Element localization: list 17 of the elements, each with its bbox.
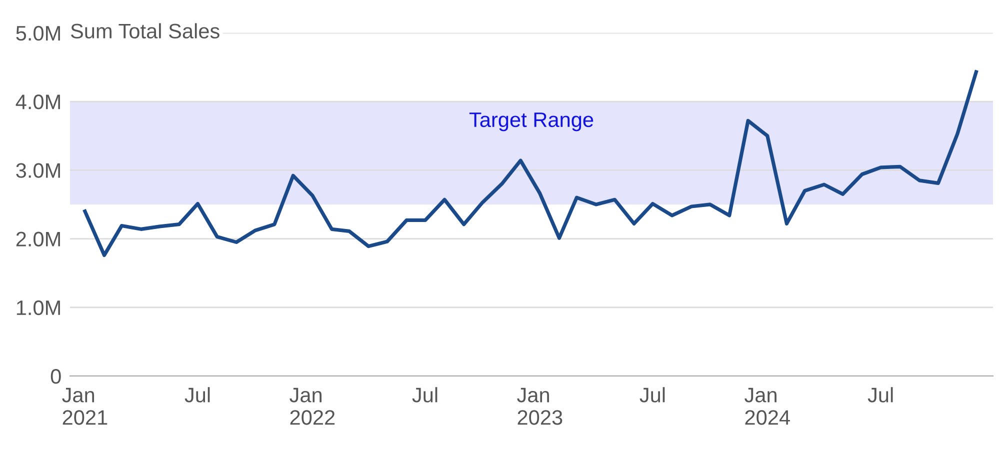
x-tick-label: Jul bbox=[412, 387, 438, 402]
y-tick-label: 2.0M bbox=[16, 232, 60, 247]
x-tick-label: Jan 2023 bbox=[517, 388, 562, 425]
y-tick-label: 1.0M bbox=[16, 300, 60, 316]
x-tick-label: Jan 2024 bbox=[744, 388, 790, 425]
y-tick-label: 3.0M bbox=[16, 163, 60, 178]
x-tick-label: Jul bbox=[868, 387, 893, 402]
line-series bbox=[83, 70, 978, 258]
x-tick-label: Jul bbox=[184, 387, 210, 402]
x-tick-label: Jan 2021 bbox=[62, 388, 108, 425]
y-tick-label: 4.0M bbox=[16, 94, 60, 110]
x-tick-label: Jan 2022 bbox=[290, 388, 335, 425]
y-tick-label: 5.0M bbox=[16, 26, 60, 41]
y-tick-label: 0 bbox=[50, 369, 61, 384]
y-axis-title: Sum Total Sales bbox=[70, 23, 220, 38]
band-label: Target Range bbox=[469, 112, 594, 132]
x-tick-label: Jul bbox=[640, 387, 665, 402]
